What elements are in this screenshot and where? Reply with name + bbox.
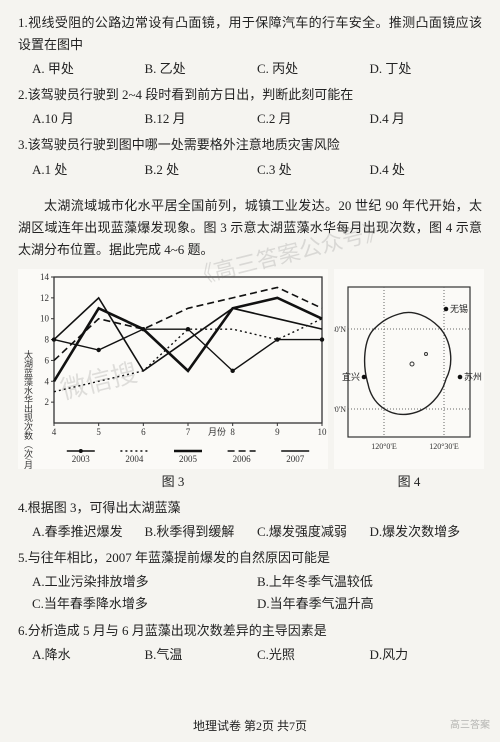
q4-opt-c[interactable]: C.爆发强度减弱: [257, 521, 370, 543]
svg-text:2003: 2003: [72, 454, 91, 464]
svg-text:6: 6: [45, 355, 50, 365]
q6-options: A.降水 B.气温 C.光照 D.风力: [32, 644, 482, 666]
svg-text:12: 12: [40, 293, 49, 303]
q4-stem: 4.根据图 3，可得出太湖蓝藻: [18, 497, 482, 519]
q1-options: A. 甲处 B. 乙处 C. 丙处 D. 丁处: [32, 58, 482, 80]
svg-text:宜兴: 宜兴: [342, 371, 360, 382]
q3-options: A.1 处 B.2 处 C.3 处 D.4 处: [32, 159, 482, 181]
q3-opt-d[interactable]: D.4 处: [370, 159, 483, 181]
svg-text:5: 5: [96, 427, 101, 437]
q4-opt-d[interactable]: D.爆发次数增多: [370, 521, 483, 543]
q3-opt-a[interactable]: A.1 处: [32, 159, 145, 181]
q1-stem: 1.视线受阻的公路边常设有凸面镜，用于保障汽车的行车安全。推测凸面镜应该设置在图…: [18, 12, 482, 56]
svg-text:120°0'E: 120°0'E: [371, 442, 397, 451]
q4-opt-b[interactable]: B.秋季得到缓解: [145, 521, 258, 543]
page-footer: 地理试卷 第2页 共7页: [0, 716, 500, 736]
figure-3: 2 4 6 8 10 12 14 4 5 6 7 8 9 10 月份 太湖蓝藻水华出现次数（次/月⁻¹） 200…: [18, 269, 328, 493]
svg-text:2: 2: [45, 397, 50, 407]
figure-4-caption: 图 4: [334, 471, 484, 493]
svg-text:2005: 2005: [179, 454, 198, 464]
svg-text:9: 9: [275, 427, 280, 437]
svg-text:8: 8: [45, 335, 50, 345]
svg-text:31°0'N: 31°0'N: [334, 405, 346, 414]
q6-opt-b[interactable]: B.气温: [145, 644, 258, 666]
svg-text:2004: 2004: [125, 454, 144, 464]
svg-text:14: 14: [40, 272, 50, 282]
svg-text:7: 7: [186, 427, 191, 437]
passage-4-6: 太湖流域城市化水平居全国前列，城镇工业发达。20 世纪 90 年代开始，太湖区域…: [18, 195, 482, 261]
q2-opt-d[interactable]: D.4 月: [370, 108, 483, 130]
q2-options: A.10 月 B.12 月 C.2 月 D.4 月: [32, 108, 482, 130]
svg-text:31°30'N: 31°30'N: [334, 325, 346, 334]
figures-row: 2 4 6 8 10 12 14 4 5 6 7 8 9 10 月份 太湖蓝藻水华出现次数（次/月⁻¹） 200…: [18, 269, 482, 493]
q6-stem: 6.分析造成 5 月与 6 月蓝藻出现次数差异的主导因素是: [18, 620, 482, 642]
q3-opt-c[interactable]: C.3 处: [257, 159, 370, 181]
svg-text:10: 10: [40, 314, 50, 324]
svg-text:120°30'E: 120°30'E: [429, 442, 459, 451]
svg-text:无锡: 无锡: [450, 304, 468, 314]
figure-3-caption: 图 3: [18, 471, 328, 493]
svg-text:2006: 2006: [233, 454, 252, 464]
q5-stem: 5.与往年相比，2007 年蓝藻提前爆发的自然原因可能是: [18, 547, 482, 569]
q5-opt-d[interactable]: D.当年春季气温升高: [257, 593, 482, 615]
svg-text:月份: 月份: [208, 426, 226, 437]
q1-opt-d[interactable]: D. 丁处: [370, 58, 483, 80]
svg-text:苏州: 苏州: [464, 371, 482, 382]
q3-stem: 3.该驾驶员行驶到图中哪一处需要格外注意地质灾害风险: [18, 134, 482, 156]
q3-opt-b[interactable]: B.2 处: [145, 159, 258, 181]
svg-text:6: 6: [141, 427, 146, 437]
q2-opt-a[interactable]: A.10 月: [32, 108, 145, 130]
q1-opt-b[interactable]: B. 乙处: [145, 58, 258, 80]
svg-text:2007: 2007: [286, 454, 305, 464]
svg-text:太湖蓝藻水华出现次数（次/月⁻¹）: 太湖蓝藻水华出现次数（次/月⁻¹）: [23, 349, 33, 469]
q2-stem: 2.该驾驶员行驶到 2~4 段时看到前方日出，判断此刻可能在: [18, 84, 482, 106]
q6-opt-d[interactable]: D.风力: [370, 644, 483, 666]
q1-opt-c[interactable]: C. 丙处: [257, 58, 370, 80]
q6-opt-a[interactable]: A.降水: [32, 644, 145, 666]
q5-opt-c[interactable]: C.当年春季降水增多: [32, 593, 257, 615]
q4-options: A.春季推迟爆发 B.秋季得到缓解 C.爆发强度减弱 D.爆发次数增多: [32, 521, 482, 543]
q1-opt-a[interactable]: A. 甲处: [32, 58, 145, 80]
svg-text:4: 4: [52, 427, 57, 437]
q6-opt-c[interactable]: C.光照: [257, 644, 370, 666]
svg-text:8: 8: [230, 427, 235, 437]
q5-options: A.工业污染排放增多 B.上年冬季气温较低 C.当年春季降水增多 D.当年春季气…: [32, 571, 482, 615]
figure-3-chart: 2 4 6 8 10 12 14 4 5 6 7 8 9 10 月份 太湖蓝藻水华出现次数（次/月⁻¹） 200…: [18, 269, 328, 469]
q5-opt-b[interactable]: B.上年冬季气温较低: [257, 571, 482, 593]
svg-text:4: 4: [45, 376, 50, 386]
q5-opt-a[interactable]: A.工业污染排放增多: [32, 571, 257, 593]
q2-opt-b[interactable]: B.12 月: [145, 108, 258, 130]
figure-4: 31°30'N 31°0'N 120°0'E 120°30'E 无锡宜兴 苏州 图 4: [334, 269, 484, 493]
figure-4-map: 31°30'N 31°0'N 120°0'E 120°30'E 无锡宜兴 苏州: [334, 269, 484, 469]
q4-opt-a[interactable]: A.春季推迟爆发: [32, 521, 145, 543]
svg-text:10: 10: [318, 427, 328, 437]
q2-opt-c[interactable]: C.2 月: [257, 108, 370, 130]
